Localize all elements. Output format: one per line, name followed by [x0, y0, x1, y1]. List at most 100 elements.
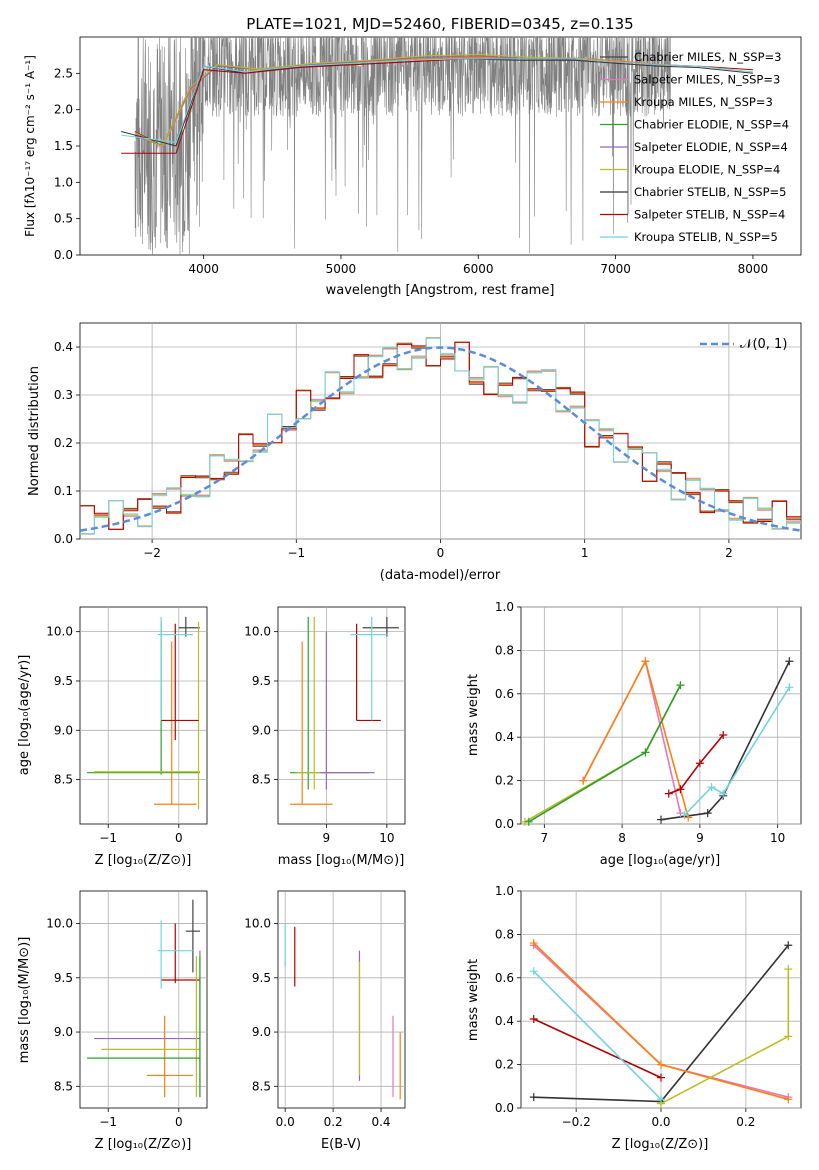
weight-marker	[657, 815, 665, 824]
weight-marker	[695, 759, 704, 768]
spectrum-panel: 4000 5000 6000 7000 8000 0.0 0.5 1.0 1.5 2.0 2.5 w…	[23, 36, 802, 298]
y-tick-label: 10.0	[244, 625, 271, 639]
y-tick-label: 0.8	[495, 643, 514, 657]
weight-marker	[657, 1073, 665, 1082]
x-tick-label: 5000	[326, 262, 357, 276]
legend-label: Kroupa ELODIE, N_SSP=4	[634, 163, 780, 177]
age-weight-content: 7 8 9 10 0.0 0.2 0.4 0.6 0.8 1.0	[495, 600, 801, 845]
x-tick-label: −2	[143, 546, 161, 560]
weight-marker	[529, 967, 538, 976]
ebv-mass-xlabel: E(B-V)	[321, 1137, 361, 1152]
weight-line	[683, 686, 790, 816]
weight-marker	[784, 1095, 793, 1104]
weight-marker	[719, 789, 728, 798]
legend-label: Salpeter MILES, N_SSP=3	[634, 73, 780, 87]
z-weight-xlabel: Z [log₁₀(Z/Z⊙)]	[612, 1137, 709, 1152]
weight-marker	[657, 1095, 665, 1104]
normal-curve	[79, 346, 802, 532]
weight-marker	[579, 776, 588, 785]
model-spectrum-line	[121, 58, 753, 143]
weight-marker	[784, 941, 793, 950]
z-mass-plot-area	[79, 890, 208, 1109]
weight-marker	[524, 817, 533, 826]
z-age-plot-area	[79, 606, 208, 825]
z-age-xlabel: Z [log₁₀(Z/Z⊙)]	[95, 853, 192, 868]
y-tick-label: 1.5	[54, 139, 73, 153]
y-tick-label: 8.5	[252, 773, 271, 787]
x-tick-label: 1	[581, 546, 589, 560]
z-age-panel: −1 0 8.5 9.0 9.5 10.0 Z [log₁₀(Z/Z⊙)] age [lo…	[17, 606, 208, 868]
normal-legend-label: 𝒩(0, 1)	[740, 337, 787, 352]
observed-spectrum	[134, 36, 671, 256]
y-tick-label: 0.4	[495, 1014, 514, 1028]
age-weight-panel: 7 8 9 10 0.0 0.2 0.4 0.6 0.8 1.0 age [log₁₀(age/y…	[466, 600, 802, 868]
y-tick-label: 9.0	[54, 723, 73, 737]
ebv-mass-plot-area	[277, 890, 406, 1109]
x-tick-label: 7000	[600, 262, 631, 276]
x-tick-label: 0.2	[324, 1115, 343, 1129]
x-tick-label: 0	[437, 546, 445, 560]
y-tick-label: 0.6	[495, 687, 514, 701]
z-mass-content: −1 0 8.5 9.0 9.5 10.0	[46, 891, 207, 1129]
x-tick-label: 8000	[738, 262, 769, 276]
z-mass-ylabel: mass [log₁₀(M/M⊙)]	[17, 937, 32, 1064]
legend-label: Chabrier STELIB, N_SSP=5	[634, 185, 786, 199]
residual-ylabel: Normed distribution	[27, 366, 42, 496]
mass-age-panel: 9 10 8.5 9.0 9.5 10.0 mass [log₁₀(M/M⊙)]	[244, 606, 406, 868]
y-tick-label: 0.1	[54, 484, 73, 498]
legend-label: Salpeter ELODIE, N_SSP=4	[634, 140, 788, 154]
x-tick-label: 0.2	[736, 1115, 755, 1129]
y-tick-label: 8.5	[54, 1079, 73, 1093]
y-tick-label: 1.0	[495, 884, 514, 898]
weight-line	[533, 1018, 662, 1079]
y-tick-label: 10.0	[46, 917, 73, 931]
weight-marker	[529, 939, 538, 948]
y-tick-label: 0.0	[54, 248, 73, 262]
weight-marker	[703, 809, 712, 818]
weight-marker	[680, 811, 689, 820]
weight-marker	[641, 748, 650, 757]
x-tick-label: −1	[99, 1115, 117, 1129]
weight-marker	[785, 683, 794, 692]
spectrum-data-layer	[134, 36, 671, 256]
spectrum-legend: Chabrier MILES, N_SSP=3 Salpeter MILES, N…	[600, 50, 789, 244]
weight-marker	[641, 657, 650, 666]
y-tick-label: 9.0	[54, 1025, 73, 1039]
spectrum-xlabel: wavelength [Angstrom, rest frame]	[326, 283, 555, 298]
y-tick-label: 10.0	[244, 917, 271, 931]
x-tick-label: −0.2	[562, 1115, 591, 1129]
y-tick-label: 2.0	[54, 103, 73, 117]
y-tick-label: 9.5	[54, 674, 73, 688]
weight-marker	[719, 731, 728, 740]
legend-label: Chabrier ELODIE, N_SSP=4	[634, 118, 789, 132]
z-mass-panel: −1 0 8.5 9.0 9.5 10.0 Z [log₁₀(Z/Z⊙)] mass [l…	[17, 890, 208, 1152]
histogram-step	[80, 337, 801, 535]
chart-title: PLATE=1021, MJD=52460, FIBERID=0345, z=0…	[246, 15, 633, 33]
y-tick-label: 0.0	[54, 532, 73, 546]
x-tick-label: −1	[99, 831, 117, 845]
ebv-mass-content: 0.0 0.2 0.4 8.5 9.0 9.5 10.0	[244, 891, 405, 1129]
residual-panel: −2 −1 0 1 2 0.0 0.1 0.2 0.3 0.4 (data-model)/erro…	[27, 322, 802, 583]
weight-marker	[676, 785, 685, 794]
mass-age-xlabel: mass [log₁₀(M/M⊙)]	[278, 853, 405, 868]
y-tick-label: 8.5	[252, 1079, 271, 1093]
weight-marker	[657, 1060, 665, 1069]
y-tick-label: 0.8	[495, 927, 514, 941]
z-age-ylabel: age [log₁₀(age/yr)]	[17, 655, 32, 776]
x-tick-label: 0	[175, 831, 183, 845]
y-tick-label: 9.0	[252, 723, 271, 737]
x-tick-label: 2	[725, 546, 733, 560]
weight-marker	[784, 1032, 793, 1041]
z-age-content: −1 0 8.5 9.0 9.5 10.0	[46, 607, 207, 845]
y-tick-label: 0.6	[495, 971, 514, 985]
y-tick-label: 9.5	[54, 971, 73, 985]
legend-label: Kroupa STELIB, N_SSP=5	[634, 230, 778, 244]
y-tick-label: 2.5	[54, 66, 73, 80]
age-weight-ylabel: mass weight	[466, 674, 481, 756]
residual-grid: −2 −1 0 1 2 0.0 0.1 0.2 0.3 0.4	[54, 323, 801, 560]
z-weight-content: −0.2 0.0 0.2 0.0 0.2 0.4 0.6 0.8 1.0	[495, 884, 801, 1129]
spectrum-ylabel: Flux [fλ10⁻¹⁷ erg cm⁻² s⁻¹ A⁻¹]	[23, 55, 37, 237]
y-tick-label: 8.5	[54, 773, 73, 787]
y-tick-label: 10.0	[46, 625, 73, 639]
